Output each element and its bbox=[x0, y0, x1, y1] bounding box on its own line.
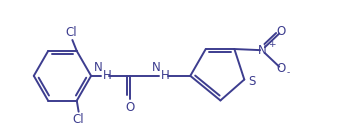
Text: +: + bbox=[268, 41, 276, 49]
Text: H: H bbox=[161, 69, 170, 82]
Text: H: H bbox=[103, 69, 112, 82]
Text: N: N bbox=[94, 61, 103, 74]
Text: N: N bbox=[258, 44, 267, 57]
Text: N: N bbox=[152, 61, 161, 74]
Text: Cl: Cl bbox=[65, 25, 77, 38]
Text: O: O bbox=[276, 62, 286, 75]
Text: -: - bbox=[287, 68, 290, 77]
Text: O: O bbox=[276, 25, 286, 38]
Text: S: S bbox=[248, 75, 255, 88]
Text: O: O bbox=[126, 101, 135, 114]
Text: Cl: Cl bbox=[73, 113, 84, 126]
